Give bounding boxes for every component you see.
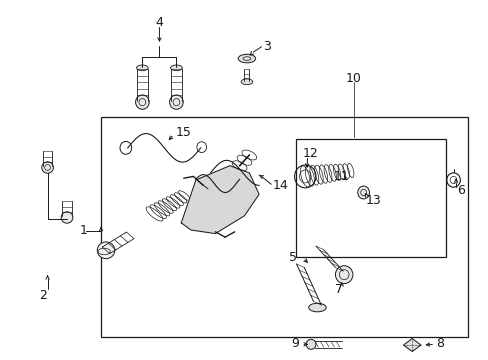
- Ellipse shape: [135, 95, 149, 109]
- Text: 14: 14: [272, 179, 288, 192]
- Ellipse shape: [61, 212, 73, 223]
- Text: 7: 7: [335, 283, 343, 296]
- Ellipse shape: [238, 54, 255, 63]
- Ellipse shape: [308, 303, 325, 312]
- Polygon shape: [181, 166, 259, 234]
- Ellipse shape: [170, 65, 182, 71]
- Text: 15: 15: [175, 126, 191, 139]
- Text: 11: 11: [333, 170, 349, 183]
- Ellipse shape: [305, 339, 315, 349]
- Text: 3: 3: [263, 40, 270, 53]
- Bar: [101, 117, 467, 337]
- Text: 6: 6: [457, 184, 465, 197]
- Text: 8: 8: [436, 337, 444, 350]
- Ellipse shape: [241, 79, 252, 85]
- Ellipse shape: [97, 242, 115, 258]
- Text: 13: 13: [365, 194, 381, 207]
- Ellipse shape: [41, 162, 53, 173]
- Ellipse shape: [136, 65, 148, 71]
- Text: 2: 2: [39, 288, 46, 302]
- Text: 5: 5: [288, 251, 297, 264]
- Text: 12: 12: [302, 148, 317, 161]
- Ellipse shape: [335, 266, 352, 284]
- Polygon shape: [403, 339, 420, 351]
- Bar: [295, 139, 446, 257]
- Text: 9: 9: [291, 337, 299, 350]
- Text: 4: 4: [155, 16, 163, 29]
- Text: 1: 1: [79, 224, 87, 237]
- Ellipse shape: [357, 186, 369, 199]
- Ellipse shape: [169, 95, 183, 109]
- Text: 10: 10: [345, 72, 361, 85]
